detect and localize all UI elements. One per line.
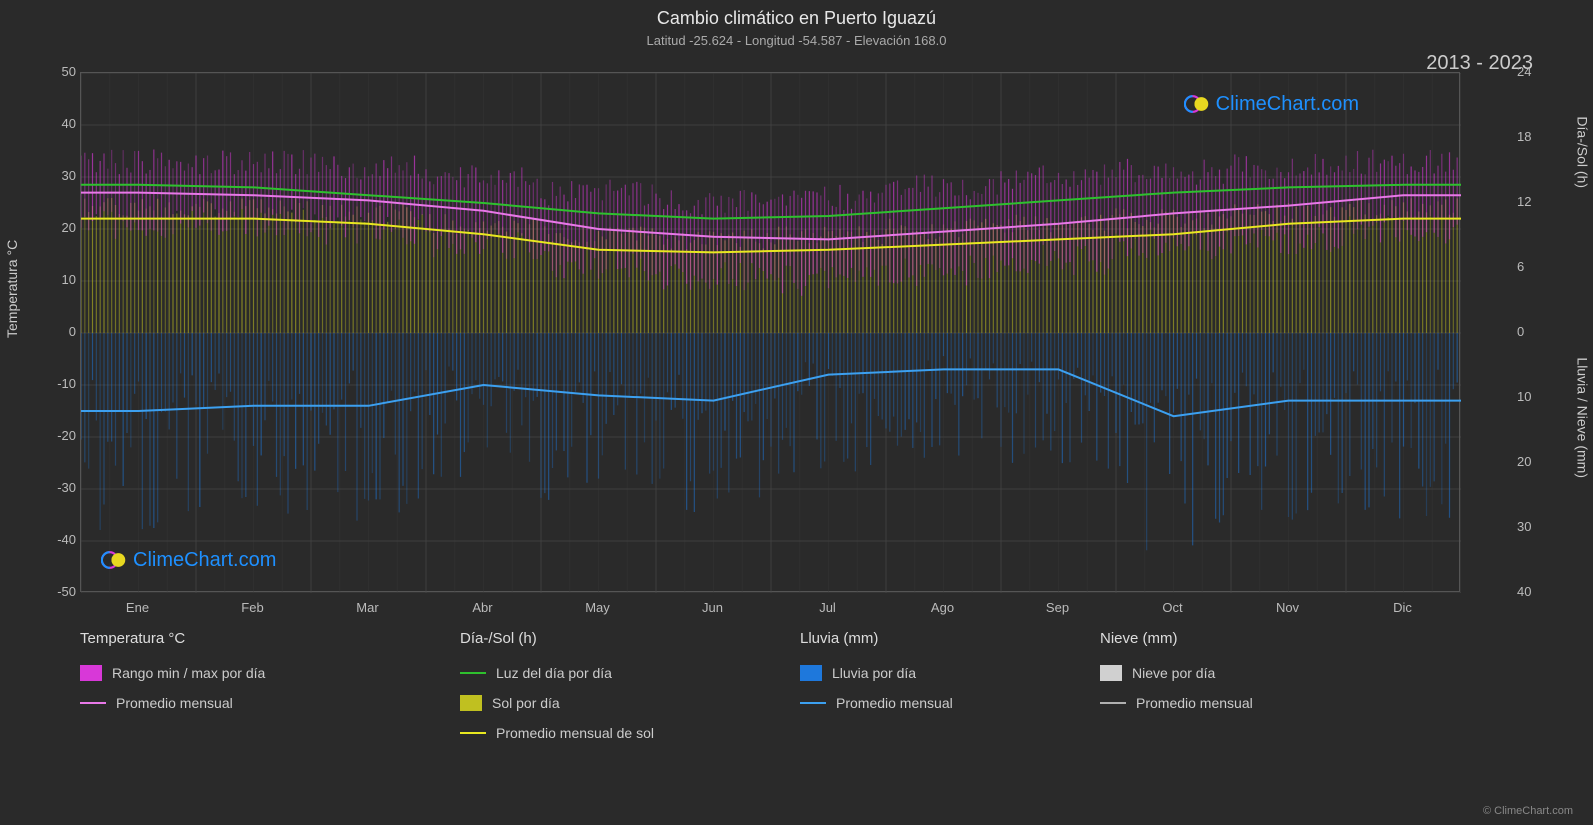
legend-item-label: Rango min / max por día	[112, 665, 265, 681]
xtick-month: Nov	[1263, 600, 1313, 615]
ytick-left: -50	[48, 584, 76, 599]
ytick-right-hours: 24	[1517, 64, 1545, 79]
legend-group: Lluvia (mm) Lluvia por día Promedio mensua…	[800, 630, 1100, 741]
legend-item: Rango min / max por día	[80, 665, 420, 681]
legend-line-icon	[80, 702, 106, 704]
legend-item: Lluvia por día	[800, 665, 1060, 681]
ytick-left: -20	[48, 428, 76, 443]
legend-swatch-icon	[800, 665, 822, 681]
climechart-logo-icon	[1184, 91, 1210, 117]
legend-item: Promedio mensual	[1100, 695, 1360, 711]
xtick-month: Oct	[1148, 600, 1198, 615]
legend-item: Nieve por día	[1100, 665, 1360, 681]
ytick-right-mm: 40	[1517, 584, 1545, 599]
chart-subtitle: Latitud -25.624 - Longitud -54.587 - Ele…	[0, 29, 1593, 48]
legend-item-label: Luz del día por día	[496, 665, 612, 681]
ytick-left: -40	[48, 532, 76, 547]
legend-group: Temperatura °C Rango min / max por día Pro…	[80, 630, 460, 741]
legend-item: Sol por día	[460, 695, 760, 711]
legend-item-label: Promedio mensual	[116, 695, 233, 711]
xtick-month: Sep	[1033, 600, 1083, 615]
y-axis-right-bottom-label: Lluvia / Nieve (mm)	[1575, 357, 1591, 478]
y-axis-right-top-label: Día-/Sol (h)	[1575, 116, 1591, 188]
legend-line-icon	[800, 702, 826, 704]
ytick-left: -10	[48, 376, 76, 391]
ytick-left: 20	[48, 220, 76, 235]
watermark-text: ClimeChart.com	[133, 549, 276, 572]
legend-item: Promedio mensual de sol	[460, 725, 760, 741]
ytick-right-hours: 18	[1517, 129, 1545, 144]
legend-item-label: Sol por día	[492, 695, 560, 711]
ytick-right-mm: 20	[1517, 454, 1545, 469]
xtick-month: Abr	[458, 600, 508, 615]
xtick-month: Jun	[688, 600, 738, 615]
legend-swatch-icon	[80, 665, 102, 681]
plot-area: ClimeChart.com ClimeChart.com	[80, 72, 1460, 592]
ytick-left: 10	[48, 272, 76, 287]
watermark-text: ClimeChart.com	[1216, 93, 1359, 116]
xtick-month: Mar	[343, 600, 393, 615]
legend-line-icon	[460, 672, 486, 674]
legend-item: Luz del día por día	[460, 665, 760, 681]
legend-group-title: Temperatura °C	[80, 630, 420, 647]
climate-chart: Cambio climático en Puerto Iguazú Latitu…	[0, 0, 1593, 825]
legend-group: Día-/Sol (h) Luz del día por día Sol por d…	[460, 630, 800, 741]
xtick-month: Feb	[228, 600, 278, 615]
ytick-right-mm: 10	[1517, 389, 1545, 404]
copyright-label: © ClimeChart.com	[1483, 805, 1573, 817]
ytick-right-mm: 30	[1517, 519, 1545, 534]
legend-item-label: Promedio mensual de sol	[496, 725, 654, 741]
ytick-right-hours: 6	[1517, 259, 1545, 274]
legend-item: Promedio mensual	[800, 695, 1060, 711]
watermark-top: ClimeChart.com	[1184, 91, 1359, 117]
xtick-month: Jul	[803, 600, 853, 615]
xtick-month: Ene	[113, 600, 163, 615]
xtick-month: May	[573, 600, 623, 615]
ytick-left: 30	[48, 168, 76, 183]
legend-item-label: Nieve por día	[1132, 665, 1215, 681]
xtick-month: Dic	[1378, 600, 1428, 615]
ytick-left: 0	[48, 324, 76, 339]
legend-item-label: Promedio mensual	[836, 695, 953, 711]
legend-group-title: Lluvia (mm)	[800, 630, 1060, 647]
ytick-right-hours: 12	[1517, 194, 1545, 209]
plot-svg	[81, 73, 1461, 593]
ytick-left: 50	[48, 64, 76, 79]
legend-line-icon	[1100, 702, 1126, 704]
chart-title: Cambio climático en Puerto Iguazú	[0, 0, 1593, 29]
legend-swatch-icon	[1100, 665, 1122, 681]
legend-item-label: Promedio mensual	[1136, 695, 1253, 711]
legend-item: Promedio mensual	[80, 695, 420, 711]
legend-item-label: Lluvia por día	[832, 665, 916, 681]
ytick-left: 40	[48, 116, 76, 131]
legend-line-icon	[460, 732, 486, 734]
legend: Temperatura °C Rango min / max por día Pro…	[80, 630, 1460, 741]
ytick-right-hours: 0	[1517, 324, 1545, 339]
xtick-month: Ago	[918, 600, 968, 615]
ytick-left: -30	[48, 480, 76, 495]
legend-group-title: Día-/Sol (h)	[460, 630, 760, 647]
legend-swatch-icon	[460, 695, 482, 711]
climechart-logo-icon	[101, 547, 127, 573]
y-axis-left-label: Temperatura °C	[4, 240, 20, 338]
legend-group: Nieve (mm) Nieve por día Promedio mensual	[1100, 630, 1400, 741]
watermark-bottom: ClimeChart.com	[101, 547, 276, 573]
legend-group-title: Nieve (mm)	[1100, 630, 1360, 647]
